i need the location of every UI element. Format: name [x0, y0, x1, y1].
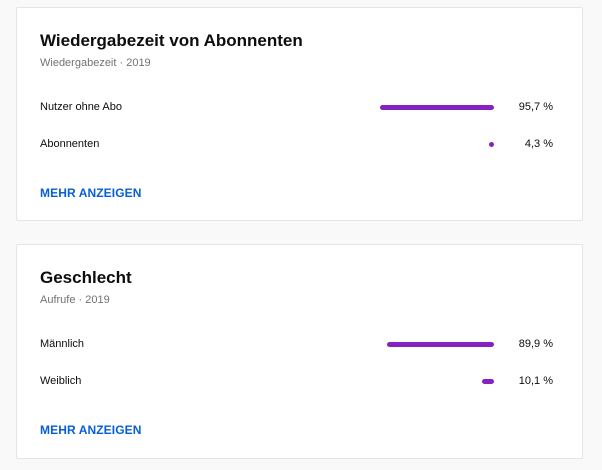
card-title: Wiedergabezeit von Abonnenten	[40, 31, 303, 50]
bar-track	[380, 142, 494, 147]
row-value: 89,9 %	[518, 338, 553, 350]
card-subtitle: Aufrufe · 2019	[40, 294, 110, 306]
row-value: 95,7 %	[518, 101, 553, 113]
bar-fill	[386, 342, 494, 347]
gender-card: Geschlecht Aufrufe · 2019 Männlich 89,9 …	[16, 244, 583, 459]
bar-track	[380, 342, 494, 347]
card-title: Geschlecht	[40, 268, 132, 287]
bar-fill	[481, 379, 494, 384]
bar-fill	[488, 142, 494, 147]
row-value: 10,1 %	[518, 375, 553, 387]
bar-track	[380, 379, 494, 384]
stat-row-male: Männlich 89,9 %	[17, 335, 582, 355]
stat-row-female: Weiblich 10,1 %	[17, 372, 582, 392]
show-more-button[interactable]: MEHR ANZEIGEN	[40, 423, 142, 437]
row-value: 4,3 %	[524, 138, 553, 150]
row-label: Nutzer ohne Abo	[40, 101, 122, 113]
row-label: Weiblich	[40, 375, 82, 387]
show-more-button[interactable]: MEHR ANZEIGEN	[40, 186, 142, 200]
row-label: Männlich	[40, 338, 85, 350]
watch-time-subscribers-card: Wiedergabezeit von Abonnenten Wiedergabe…	[16, 7, 583, 221]
row-label: Abonnenten	[40, 138, 100, 150]
stat-row-subscribers: Abonnenten 4,3 %	[17, 135, 582, 155]
bar-fill	[380, 105, 494, 110]
card-subtitle: Wiedergabezeit · 2019	[40, 57, 151, 69]
stat-row-non-subscribers: Nutzer ohne Abo 95,7 %	[17, 98, 582, 118]
bar-track	[380, 105, 494, 110]
